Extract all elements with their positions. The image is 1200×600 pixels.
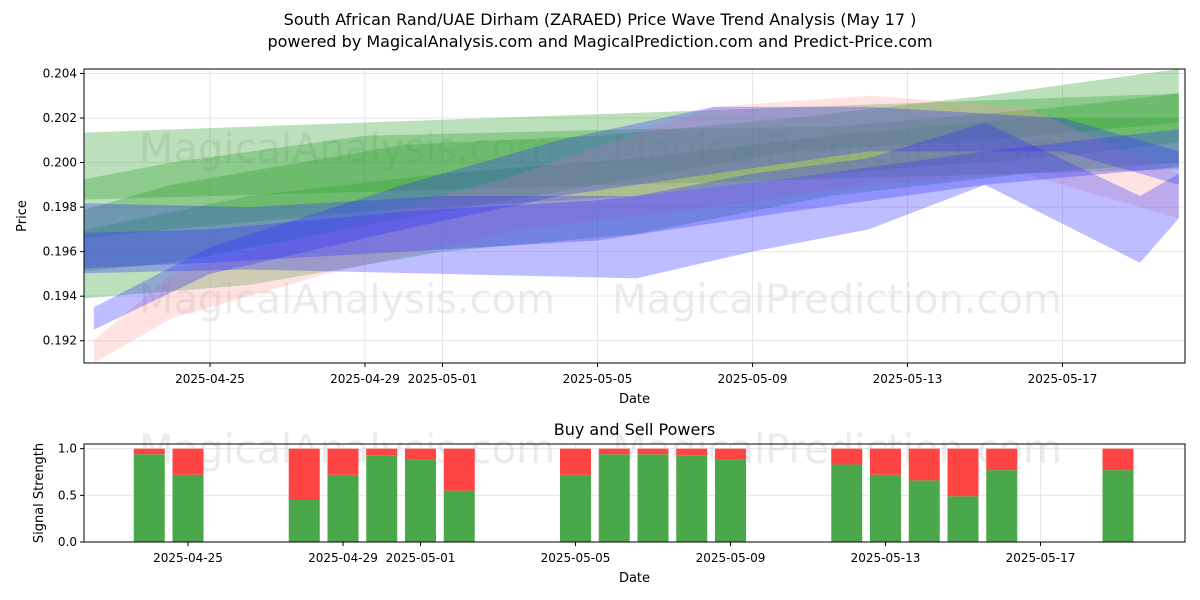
buy-bar-7 xyxy=(560,474,591,542)
bottom-x-axis-label: Date xyxy=(619,571,650,586)
top-xtick-label-2: 2025-05-01 xyxy=(408,372,478,386)
band-blue-6 xyxy=(84,122,1179,279)
sell-bar-15 xyxy=(947,448,979,497)
band-green-2 xyxy=(84,118,1179,299)
sell-bar-13 xyxy=(870,448,901,475)
buy-bar-10 xyxy=(676,455,708,542)
top-xtick-label-1: 2025-04-29 xyxy=(330,372,400,386)
sell-bar-11 xyxy=(715,448,746,460)
band-green-0 xyxy=(84,93,1179,200)
top-ytick-label-4: 0.200 xyxy=(43,156,77,170)
buy-bar-9 xyxy=(637,454,669,542)
top-bands-group xyxy=(84,69,1179,363)
top-ytick-label-2: 0.196 xyxy=(43,245,77,259)
bottom-ytick-label-2: 1.0 xyxy=(58,442,77,456)
watermark-mid-left: MagicalAnalysis.com xyxy=(139,277,555,323)
watermark-top-left: MagicalAnalysis.com xyxy=(139,126,555,172)
top-x-axis-label: Date xyxy=(619,392,650,407)
top-y-axis-label: Price xyxy=(15,200,30,232)
buy-bar-16 xyxy=(986,470,1018,542)
sell-bar-3 xyxy=(327,448,359,475)
buy-bar-4 xyxy=(366,455,398,542)
top-ytick-label-1: 0.194 xyxy=(43,289,77,303)
buy-bar-1 xyxy=(172,474,204,542)
buy-bar-6 xyxy=(443,490,475,542)
sell-bar-14 xyxy=(908,448,940,481)
bottom-xtick-label-0: 2025-04-25 xyxy=(153,551,223,565)
chart-title-line2: powered by MagicalAnalysis.com and Magic… xyxy=(267,32,933,51)
bottom-ytick-label-1: 0.5 xyxy=(58,488,77,502)
band-blue-5 xyxy=(84,129,1179,269)
band-red-4 xyxy=(93,95,1179,363)
bottom-xtick-label-2: 2025-05-01 xyxy=(386,551,456,565)
sell-bar-0 xyxy=(133,448,165,455)
top-ytick-label-5: 0.202 xyxy=(43,111,77,125)
bottom-xtick-label-6: 2025-05-17 xyxy=(1006,551,1076,565)
bottom-xtick-label-3: 2025-05-05 xyxy=(541,551,611,565)
band-green-1 xyxy=(84,93,1179,238)
top-xtick-label-0: 2025-04-25 xyxy=(175,372,245,386)
sell-bar-17 xyxy=(1102,448,1134,471)
sell-bar-7 xyxy=(560,448,591,475)
buy-bar-14 xyxy=(908,480,940,542)
sell-bar-5 xyxy=(405,448,436,460)
top-xtick-label-5: 2025-05-13 xyxy=(873,372,943,386)
top-plot-frame xyxy=(83,68,1186,364)
watermark-top-right: MagicalPrediction.com xyxy=(612,126,1062,172)
buy-bar-13 xyxy=(870,474,901,542)
sell-bar-4 xyxy=(366,448,398,456)
sell-bar-9 xyxy=(637,448,669,455)
band-green-3 xyxy=(84,69,1179,272)
sell-bar-2 xyxy=(288,448,320,500)
sell-bar-6 xyxy=(443,448,475,491)
sell-bar-1 xyxy=(172,448,204,475)
bottom-y-axis-label: Signal Strength xyxy=(32,443,47,543)
top-ytick-label-0: 0.192 xyxy=(43,334,77,348)
top-xtick-label-6: 2025-05-17 xyxy=(1028,372,1098,386)
buy-bar-12 xyxy=(831,464,863,542)
buy-bar-11 xyxy=(715,459,746,542)
bottom-chart-title: Buy and Sell Powers xyxy=(554,420,716,439)
buy-bar-15 xyxy=(947,496,979,542)
watermark-mid-right: MagicalPrediction.com xyxy=(612,277,1062,323)
sell-bar-12 xyxy=(831,448,863,465)
buy-bar-0 xyxy=(133,454,165,542)
chart-title-line1: South African Rand/UAE Dirham (ZARAED) P… xyxy=(283,10,917,29)
sell-bar-10 xyxy=(676,448,708,456)
bottom-plot-frame xyxy=(83,443,1186,543)
sell-bar-8 xyxy=(598,448,630,455)
top-ytick-label-3: 0.198 xyxy=(43,200,77,214)
bottom-xtick-label-1: 2025-04-29 xyxy=(308,551,378,565)
top-ytick-label-6: 0.204 xyxy=(43,66,77,80)
buy-bar-8 xyxy=(598,454,630,542)
buy-bar-17 xyxy=(1102,470,1134,542)
bottom-ytick-label-0: 0.0 xyxy=(58,535,77,549)
top-xtick-label-4: 2025-05-09 xyxy=(718,372,788,386)
bottom-xtick-label-4: 2025-05-09 xyxy=(696,551,766,565)
bottom-xtick-label-5: 2025-05-13 xyxy=(851,551,921,565)
band-blue-7 xyxy=(93,106,1179,330)
top-xtick-label-3: 2025-05-05 xyxy=(563,372,633,386)
buy-bar-3 xyxy=(327,474,359,542)
buy-bar-2 xyxy=(288,500,320,542)
sell-bar-16 xyxy=(986,448,1018,471)
buy-bar-5 xyxy=(405,459,436,542)
